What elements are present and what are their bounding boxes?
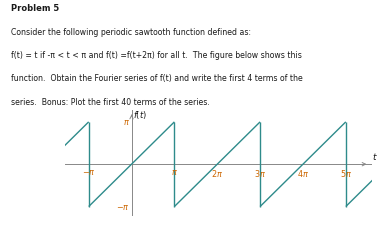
Text: $t$: $t$ (372, 151, 378, 162)
Text: series.  Bonus: Plot the first 40 terms of the series.: series. Bonus: Plot the first 40 terms o… (11, 97, 210, 106)
Text: $5\pi$: $5\pi$ (340, 167, 352, 178)
Text: $-\pi$: $-\pi$ (82, 167, 95, 176)
Text: $\pi$: $\pi$ (123, 118, 129, 127)
Text: $-\pi$: $-\pi$ (116, 202, 129, 211)
Text: f(t) = t if -π < t < π and f(t) =f(t+2π) for all t.  The figure below shows this: f(t) = t if -π < t < π and f(t) =f(t+2π)… (11, 51, 302, 60)
Text: $4\pi$: $4\pi$ (297, 167, 309, 178)
Text: $3\pi$: $3\pi$ (254, 167, 266, 178)
Text: Problem 5: Problem 5 (11, 4, 60, 13)
Text: Consider the following periodic sawtooth function defined as:: Consider the following periodic sawtooth… (11, 27, 252, 36)
Text: $\pi$: $\pi$ (171, 167, 178, 176)
Text: function.  Obtain the Fourier series of f(t) and write the first 4 terms of the: function. Obtain the Fourier series of f… (11, 74, 303, 83)
Text: $2\pi$: $2\pi$ (211, 167, 223, 178)
Text: $f(t)$: $f(t)$ (133, 109, 147, 121)
